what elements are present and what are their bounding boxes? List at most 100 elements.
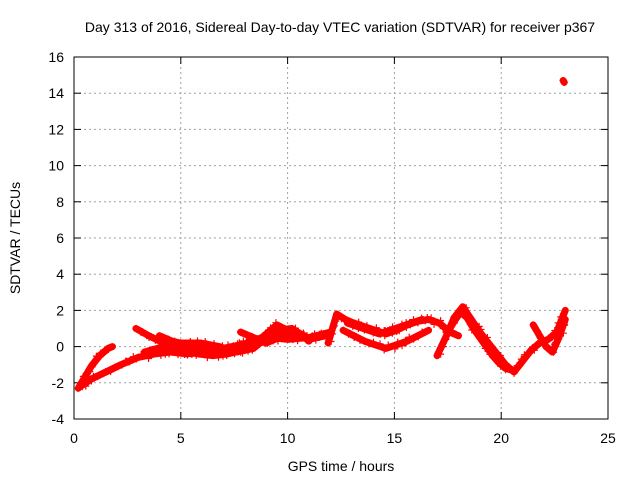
series-band [155,321,302,356]
series-track-8 [339,326,433,354]
data-point [551,340,559,348]
data-point [88,363,96,371]
data-point [530,346,538,354]
data-point [339,326,347,334]
data-marks [74,77,569,392]
data-point [284,332,292,340]
data-point [329,330,337,338]
y-tick-label: 0 [56,339,64,355]
data-point [291,326,299,334]
data-point [264,329,272,337]
data-point [433,352,441,360]
data-point [132,355,140,363]
series-track-9 [343,315,426,338]
x-tick-label: 25 [600,430,616,446]
data-point [516,362,524,370]
plot-border [73,56,609,420]
data-point [364,326,372,334]
grid [74,57,608,419]
x-tick-label: 5 [177,430,185,446]
data-point [414,318,422,326]
data-point [329,323,337,331]
data-point [237,328,245,336]
data-point [496,352,504,360]
data-point [409,316,417,324]
data-point [272,319,280,327]
data-point [92,352,100,360]
data-point [104,346,112,354]
data-point [560,78,568,86]
data-point [216,345,224,353]
data-point [398,320,406,328]
data-point [302,335,310,343]
data-point [456,308,464,316]
data-point [171,337,179,345]
data-point [523,352,531,360]
data-point [481,344,489,352]
data-point [559,329,567,337]
data-point [377,330,385,338]
data-point [327,337,335,345]
x-axis-label: GPS time / hours [288,458,395,474]
data-point [391,345,399,353]
series-track-1 [74,343,116,392]
data-point [275,323,283,331]
data-point [356,323,364,331]
data-point [90,359,98,367]
data-point [244,347,252,355]
y-axis-label: SDTVAR / TECUs [7,182,23,294]
tick-labels: 0 5 10 15 20 25 -4 -2 0 2 4 6 8 10 12 14 16 [48,49,616,446]
data-point [398,342,406,350]
y-tick-label: -4 [52,411,65,427]
data-point [548,334,556,342]
data-point [137,328,145,336]
data-point [160,344,168,352]
data-point [269,337,277,345]
data-point [494,357,502,365]
data-point [107,368,115,376]
data-point [263,339,271,347]
data-point [86,368,94,376]
data-point [146,349,154,357]
data-point [330,322,338,330]
data-point [360,337,368,345]
data-point [437,317,445,325]
data-point [164,335,172,343]
chart-title: Day 313 of 2016, Sidereal Day-to-day VTE… [85,19,595,35]
data-point [406,321,414,329]
data-point [536,334,544,342]
data-point [427,314,435,322]
data-point [346,329,354,337]
data-point [561,321,569,329]
data-point [394,338,402,346]
data-point [414,333,422,341]
data-point [402,339,410,347]
data-point [372,341,380,349]
data-point [114,363,122,371]
data-point [421,328,429,336]
data-point [466,320,474,328]
data-point [550,348,558,356]
data-point [188,344,196,352]
data-point [239,349,247,357]
data-point [389,323,397,331]
data-point [461,312,469,320]
data-point [437,350,445,358]
series-track-12 [529,315,569,356]
data-point [203,354,211,362]
data-point [334,311,342,319]
data-point [229,342,237,350]
data-point [352,333,360,341]
series-track-6 [237,326,313,347]
y-tick-label: 10 [48,158,64,174]
x-tick-label: 15 [387,430,403,446]
data-point [234,345,242,353]
data-point [377,342,385,350]
data-point [140,348,148,356]
data-point [82,382,90,390]
data-point [248,346,256,354]
data-point [553,335,561,343]
y-tick-label: 14 [48,85,64,101]
